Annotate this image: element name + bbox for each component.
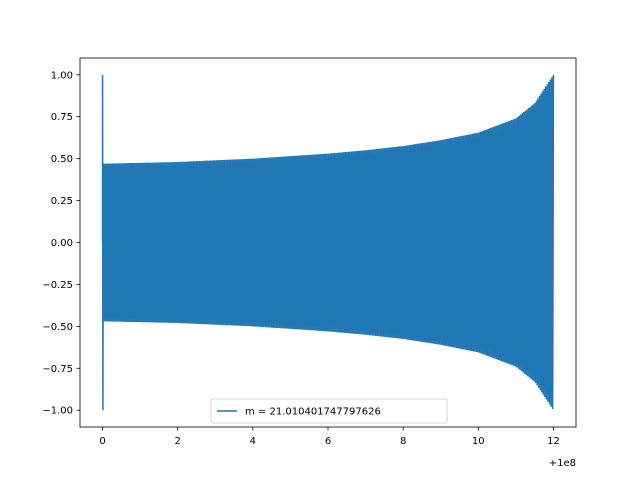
- series-line-layer: [101, 74, 555, 411]
- y-axis: −1.00 −0.75 −0.50 −0.25 0.00 0.25 0.50 0.75 1.00: [42, 70, 80, 417]
- y-tick-label: −0.25: [42, 280, 73, 291]
- y-tick-label: 1.00: [51, 70, 73, 81]
- x-tick-label: 8: [400, 436, 406, 447]
- series-line: [101, 74, 555, 411]
- legend: m = 21.010401747797626: [210, 398, 448, 424]
- legend-box: [210, 398, 448, 424]
- y-tick-label: −0.75: [42, 364, 73, 375]
- x-axis: 0 2 4 6 8 10 12: [99, 427, 560, 447]
- x-tick-label: 12: [547, 436, 560, 447]
- y-tick-label: 0.00: [51, 238, 73, 249]
- y-tick-label: 0.25: [51, 196, 73, 207]
- x-tick-label: 0: [99, 436, 105, 447]
- legend-label: m = 21.010401747797626: [245, 407, 381, 418]
- x-tick-label: 10: [472, 436, 485, 447]
- x-tick-label: 4: [250, 436, 256, 447]
- x-offset-label: +1e8: [549, 458, 576, 469]
- y-tick-label: 0.50: [51, 154, 73, 165]
- x-tick-label: 6: [325, 436, 331, 447]
- y-tick-label: −0.50: [42, 322, 73, 333]
- y-tick-label: 0.75: [51, 112, 73, 123]
- y-tick-label: −1.00: [42, 406, 73, 417]
- x-tick-label: 2: [175, 436, 181, 447]
